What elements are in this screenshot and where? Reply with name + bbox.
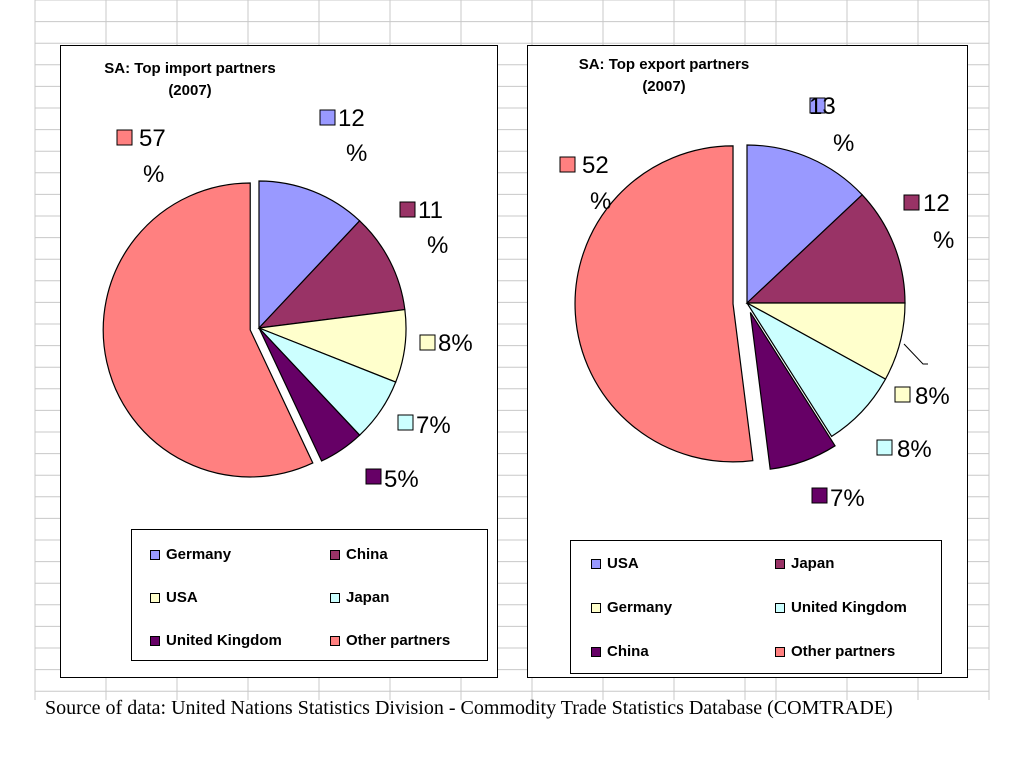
import-data-label-germany: 12%	[338, 105, 367, 167]
export-legend-label-germany: Germany	[607, 599, 673, 616]
export-legend-swatch-germany	[591, 602, 601, 613]
import-pie-chart: 12 % 11 % 8% 7% 5% 57%	[102, 105, 473, 493]
export-data-label-germany: 8%	[915, 383, 950, 410]
export-data-label-swatch-usa	[809, 97, 826, 114]
import-legend-swatch-other-partners	[330, 635, 340, 646]
export-legend-label-united-kingdom: United Kingdom	[791, 599, 907, 616]
export-chart-subtitle: (2007)	[642, 78, 686, 95]
import-chart-title-text: SA: Top import partners	[104, 60, 276, 77]
export-data-label-japan: 12%	[923, 190, 954, 254]
import-legend-label-china: China	[346, 546, 388, 563]
import-legend-item-china: China	[330, 546, 388, 563]
import-legend-swatch-china	[330, 549, 340, 560]
import-data-label-other-partners: 57%	[139, 125, 166, 188]
export-legend-swatch-united-kingdom	[775, 602, 785, 613]
import-legend-label-germany: Germany	[166, 546, 232, 563]
export-data-label-swatch-china	[811, 487, 828, 504]
import-slice-united-kingdom	[258, 327, 361, 462]
import-legend-item-other-partners: Other partners	[330, 632, 450, 649]
export-legend-item-germany: Germany	[591, 599, 672, 616]
source-note: Source of data: United Nations Statistic…	[45, 697, 893, 719]
export-chart-panel: SA: Top export partners (2007) 13% 12% 8% 8…	[527, 45, 968, 678]
export-slice-japan	[745, 193, 906, 304]
export-data-label-swatch-other-partners	[559, 156, 576, 173]
export-slice-usa	[746, 144, 864, 305]
import-data-label-swatch-germany	[319, 109, 336, 126]
export-legend-item-japan: Japan	[775, 555, 834, 572]
export-legend-swatch-china	[591, 646, 601, 657]
export-legend-item-china: China	[591, 643, 649, 660]
export-data-label-swatch-japan	[903, 194, 920, 211]
import-legend-swatch-usa	[150, 592, 160, 603]
import-data-label-united-kingdom: 5%	[384, 466, 419, 493]
export-legend-swatch-other-partners	[775, 646, 785, 657]
export-legend-item-other-partners: Other partners	[775, 643, 895, 660]
import-legend-swatch-germany	[150, 549, 160, 560]
export-legend-label-japan: Japan	[791, 555, 835, 572]
export-data-label-united-kingdom: 8%	[897, 436, 932, 463]
export-data-label-china: 7%	[830, 485, 865, 512]
import-data-label-japan: 7%	[416, 412, 451, 439]
import-chart-panel: SA: Top import partners (2007) 12% 11% 8% 7…	[60, 45, 498, 678]
import-legend-swatch-united-kingdom	[150, 635, 160, 646]
import-data-label-china: 11%	[418, 197, 448, 259]
export-data-label-swatch-united-kingdom	[876, 439, 893, 456]
export-legend-label-usa: USA	[607, 555, 639, 572]
export-chart-title: SA: Top export partners (2007)	[548, 54, 780, 98]
import-chart-subtitle: (2007)	[168, 82, 212, 99]
import-legend-label-japan: Japan	[346, 589, 390, 606]
import-data-label-usa: 8%	[438, 330, 473, 357]
import-legend-label-usa: USA	[166, 589, 198, 606]
import-legend-swatch-japan	[330, 592, 340, 603]
import-legend: Germany China USA Japan United Kingdom Other …	[131, 529, 488, 661]
import-chart-title: SA: Top import partners (2007)	[81, 58, 299, 102]
export-leader-line-germany	[903, 343, 928, 365]
import-data-label-swatch-china	[399, 201, 416, 218]
export-pie-chart: 13 % 12 % 8% 8% 7% 52%	[559, 93, 954, 512]
export-data-label-other-partners: 52%	[582, 152, 611, 215]
export-legend: USA Japan Germany United Kingdom China Other …	[570, 540, 942, 674]
import-data-label-swatch-other-partners	[116, 129, 133, 146]
import-data-label-swatch-united-kingdom	[365, 468, 382, 485]
import-legend-item-japan: Japan	[330, 589, 389, 606]
import-legend-item-germany: Germany	[150, 546, 231, 563]
export-legend-item-united-kingdom: United Kingdom	[775, 599, 907, 616]
import-data-label-swatch-usa	[419, 334, 436, 351]
import-slice-other-partners	[102, 182, 314, 478]
import-legend-item-usa: USA	[150, 589, 198, 606]
import-legend-label-other-partners: Other partners	[346, 632, 451, 649]
import-legend-item-united-kingdom: United Kingdom	[150, 632, 282, 649]
export-legend-swatch-japan	[775, 558, 785, 569]
export-legend-label-china: China	[607, 643, 649, 660]
import-legend-label-united-kingdom: United Kingdom	[166, 632, 282, 649]
export-legend-swatch-usa	[591, 558, 601, 569]
export-slice-united-kingdom	[746, 302, 887, 438]
export-data-label-usa: 13%	[809, 93, 854, 157]
import-data-label-swatch-japan	[397, 414, 414, 431]
export-chart-title-text: SA: Top export partners	[578, 56, 750, 73]
import-slice-germany	[258, 180, 361, 330]
import-slice-china	[257, 219, 406, 329]
export-data-label-swatch-germany	[894, 386, 911, 403]
export-slice-other-partners	[574, 145, 754, 463]
export-legend-item-usa: USA	[591, 555, 639, 572]
export-slice-china	[749, 312, 836, 470]
export-legend-label-other-partners: Other partners	[791, 643, 896, 660]
